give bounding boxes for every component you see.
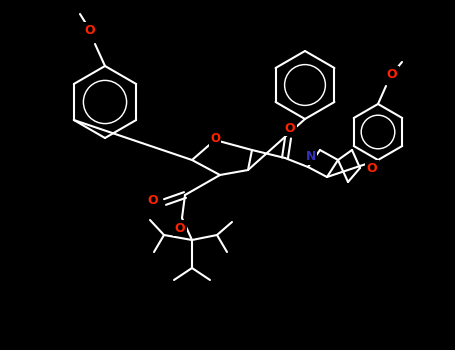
Text: O: O: [285, 121, 295, 134]
Text: O: O: [210, 133, 220, 146]
Text: O: O: [85, 23, 95, 36]
Text: O: O: [387, 68, 397, 80]
Text: O: O: [175, 222, 185, 235]
Text: N: N: [306, 150, 316, 163]
Text: O: O: [148, 194, 158, 206]
Text: O: O: [367, 161, 377, 175]
